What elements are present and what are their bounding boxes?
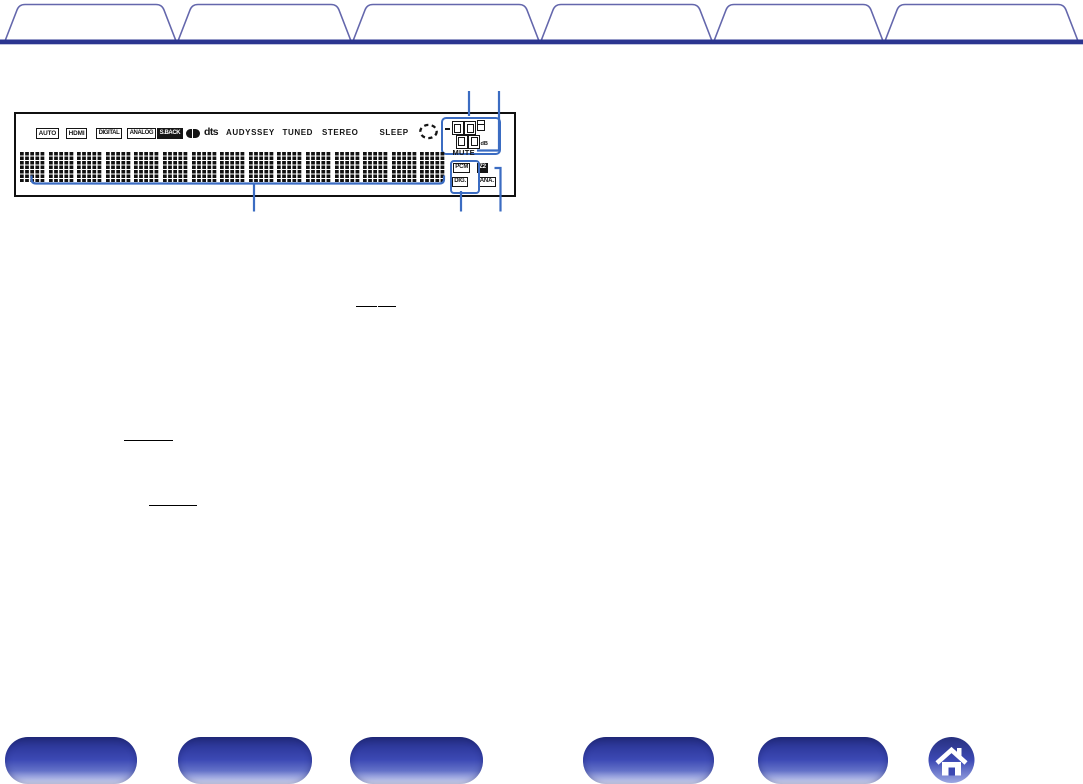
- tab-1[interactable]: [4, 3, 177, 42]
- dot-matrix-char: [248, 150, 274, 182]
- top-tab-strip: [0, 3, 1083, 45]
- indicator-tuned: TUNED: [282, 128, 314, 137]
- sleep-timer-circle-icon: [419, 123, 438, 139]
- volume-small-digit: [477, 119, 485, 131]
- nav-button-4[interactable]: [583, 737, 714, 784]
- link-underline[interactable]: [355, 306, 377, 307]
- tab-5[interactable]: [713, 3, 884, 42]
- tab-2[interactable]: [177, 3, 352, 42]
- volume-digit: [455, 134, 468, 149]
- dot-matrix-char: [391, 150, 417, 182]
- volume-unit-label: dB: [480, 141, 488, 147]
- tab-3[interactable]: [352, 3, 540, 42]
- dot-matrix-char: [334, 150, 360, 182]
- indicator-analog-signal: ANA.: [477, 176, 497, 188]
- indicator-mute: MUTE: [452, 147, 475, 157]
- dot-matrix-char: [48, 150, 74, 182]
- dot-matrix-char: [420, 150, 446, 182]
- volume-digit: [451, 121, 464, 135]
- indicator-pcm: PCM: [453, 162, 471, 174]
- tab-strip-bar: [0, 39, 1083, 45]
- dot-matrix-display: [20, 150, 446, 182]
- dot-matrix-char: [105, 150, 131, 182]
- home-icon: [935, 746, 968, 776]
- dot-matrix-char: [277, 150, 303, 182]
- dot-matrix-char: [162, 150, 188, 182]
- link-underline[interactable]: [149, 505, 197, 506]
- indicator-digital: DIGITAL: [96, 128, 122, 140]
- dot-matrix-char: [20, 150, 45, 182]
- indicator-dts: dts: [204, 126, 219, 138]
- dot-matrix-char: [191, 150, 217, 182]
- nav-button-3[interactable]: [350, 737, 483, 784]
- tab-4[interactable]: [540, 3, 713, 42]
- link-underline[interactable]: [124, 439, 173, 441]
- home-button[interactable]: [927, 736, 976, 784]
- indicator-auto: AUTO: [36, 128, 59, 140]
- dot-matrix-char: [134, 150, 160, 182]
- callout-frame-pcm-dig: [449, 159, 480, 194]
- indicator-sback: S.BACK: [157, 128, 183, 140]
- indicator-audyssey: AUDYSSEY: [226, 128, 275, 137]
- indicator-sleep: SLEEP: [379, 128, 409, 137]
- dot-matrix-char: [220, 150, 246, 182]
- indicator-digital-signal: DIG.: [452, 176, 469, 188]
- dolby-digital-icon: [186, 128, 200, 138]
- indicator-analog: ANALOG: [127, 128, 156, 140]
- tab-6[interactable]: [884, 3, 1079, 42]
- indicator-hdmi: HDMI: [66, 128, 88, 140]
- volume-minus-sign: [445, 127, 450, 130]
- link-underline[interactable]: [378, 306, 396, 307]
- indicator-stereo: STEREO: [322, 128, 359, 137]
- nav-button-1[interactable]: [5, 737, 137, 784]
- front-display-illustration: AUTO HDMI DIGITAL ANALOG S.BACK dts AUDY…: [14, 112, 516, 197]
- volume-digit: [468, 134, 480, 149]
- dot-matrix-char: [363, 150, 389, 182]
- nav-button-5[interactable]: [758, 737, 888, 784]
- home-button-circle: [928, 737, 975, 783]
- dot-matrix-char: [305, 150, 331, 182]
- volume-digit: [464, 121, 476, 135]
- nav-button-2[interactable]: [178, 737, 312, 784]
- dot-matrix-char: [77, 150, 103, 182]
